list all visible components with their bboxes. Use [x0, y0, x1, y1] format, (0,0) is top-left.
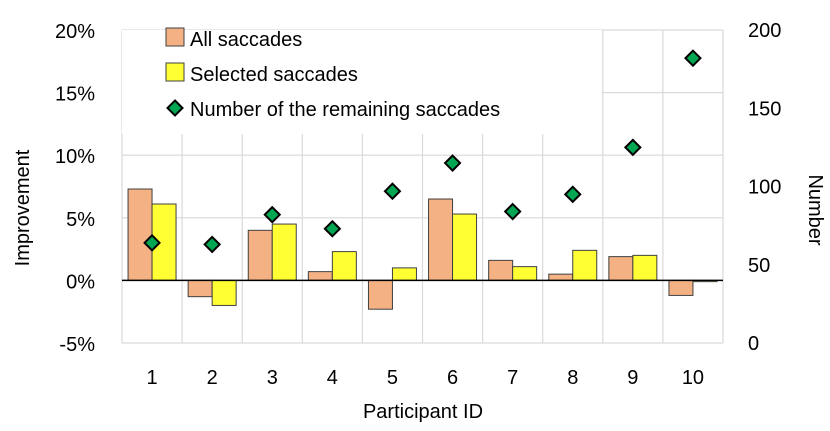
scatter-point: [323, 219, 342, 238]
legend: All saccades Selected saccades Number of t…: [122, 27, 602, 134]
legend-swatch: [166, 99, 184, 117]
bar-all-saccades: [668, 279, 694, 296]
y-tick-label: 20%: [55, 21, 95, 43]
y2-tick-label: 50: [748, 255, 770, 277]
y-tick-label: -5%: [59, 334, 95, 356]
scatter-point: [563, 185, 582, 204]
bar-selected-saccades: [572, 249, 598, 281]
x-axis-ticks: 1 2 3 4 5 6 7 8 9 10: [146, 367, 704, 389]
x-tick-label: 1: [146, 367, 157, 389]
scatter-point: [263, 205, 282, 224]
bar-selected-saccades: [211, 279, 237, 306]
y-tick-label: 10%: [55, 146, 95, 168]
legend-swatch: [165, 27, 185, 47]
bar-all-saccades: [428, 198, 454, 281]
legend-swatch: [165, 62, 185, 82]
scatter-point: [443, 154, 462, 172]
bar-all-saccades: [548, 273, 574, 281]
y-tick-label: 0%: [66, 271, 95, 293]
left-axis-ticks: -5% 0% 5% 10% 15% 20%: [55, 21, 95, 356]
y2-tick-label: 100: [748, 177, 781, 199]
bars: [127, 188, 718, 310]
x-tick-label: 3: [267, 367, 278, 389]
bar-all-saccades: [247, 229, 273, 281]
bar-selected-saccades: [632, 254, 658, 281]
bar-selected-saccades: [331, 251, 357, 281]
legend-label: Number of the remaining saccades: [190, 99, 500, 121]
bar-selected-saccades: [271, 223, 297, 281]
right-axis-ticks: 0 50 100 150 200: [748, 20, 781, 355]
legend-label: Selected saccades: [190, 64, 358, 86]
legend-background: [122, 30, 602, 134]
y2-tick-label: 200: [748, 20, 781, 42]
x-tick-label: 5: [387, 367, 398, 389]
x-axis-title: Participant ID: [363, 401, 483, 423]
bar-all-saccades: [608, 256, 634, 281]
x-tick-label: 8: [567, 367, 578, 389]
y-tick-label: 15%: [55, 84, 95, 106]
x-tick-label: 7: [507, 367, 518, 389]
bar-selected-saccades: [452, 213, 478, 281]
y2-tick-label: 0: [748, 333, 759, 355]
scatter-point: [383, 182, 402, 201]
scatter-point: [684, 49, 702, 68]
bar-all-saccades: [488, 259, 514, 281]
legend-label: All saccades: [190, 29, 302, 51]
bar-selected-saccades: [512, 266, 538, 281]
x-tick-label: 6: [447, 367, 458, 389]
x-tick-label: 9: [627, 367, 638, 389]
y-axis-title: Improvement: [12, 149, 34, 266]
y2-axis-title: Number: [804, 174, 826, 245]
bar-all-saccades: [127, 188, 153, 281]
scatter-point: [503, 202, 522, 221]
x-tick-label: 2: [207, 367, 218, 389]
scatter-points: [143, 49, 702, 254]
y2-tick-label: 150: [748, 98, 781, 120]
bar-selected-saccades: [391, 267, 417, 281]
scatter-point: [203, 235, 222, 254]
scatter-point: [143, 233, 161, 252]
bar-all-saccades: [307, 271, 333, 281]
y-tick-label: 5%: [66, 209, 95, 231]
bar-all-saccades: [367, 279, 393, 310]
x-tick-label: 10: [682, 367, 704, 389]
bar-selected-saccades: [151, 203, 177, 281]
scatter-point: [623, 138, 642, 157]
bar-all-saccades: [187, 279, 213, 298]
x-tick-label: 4: [327, 367, 338, 389]
